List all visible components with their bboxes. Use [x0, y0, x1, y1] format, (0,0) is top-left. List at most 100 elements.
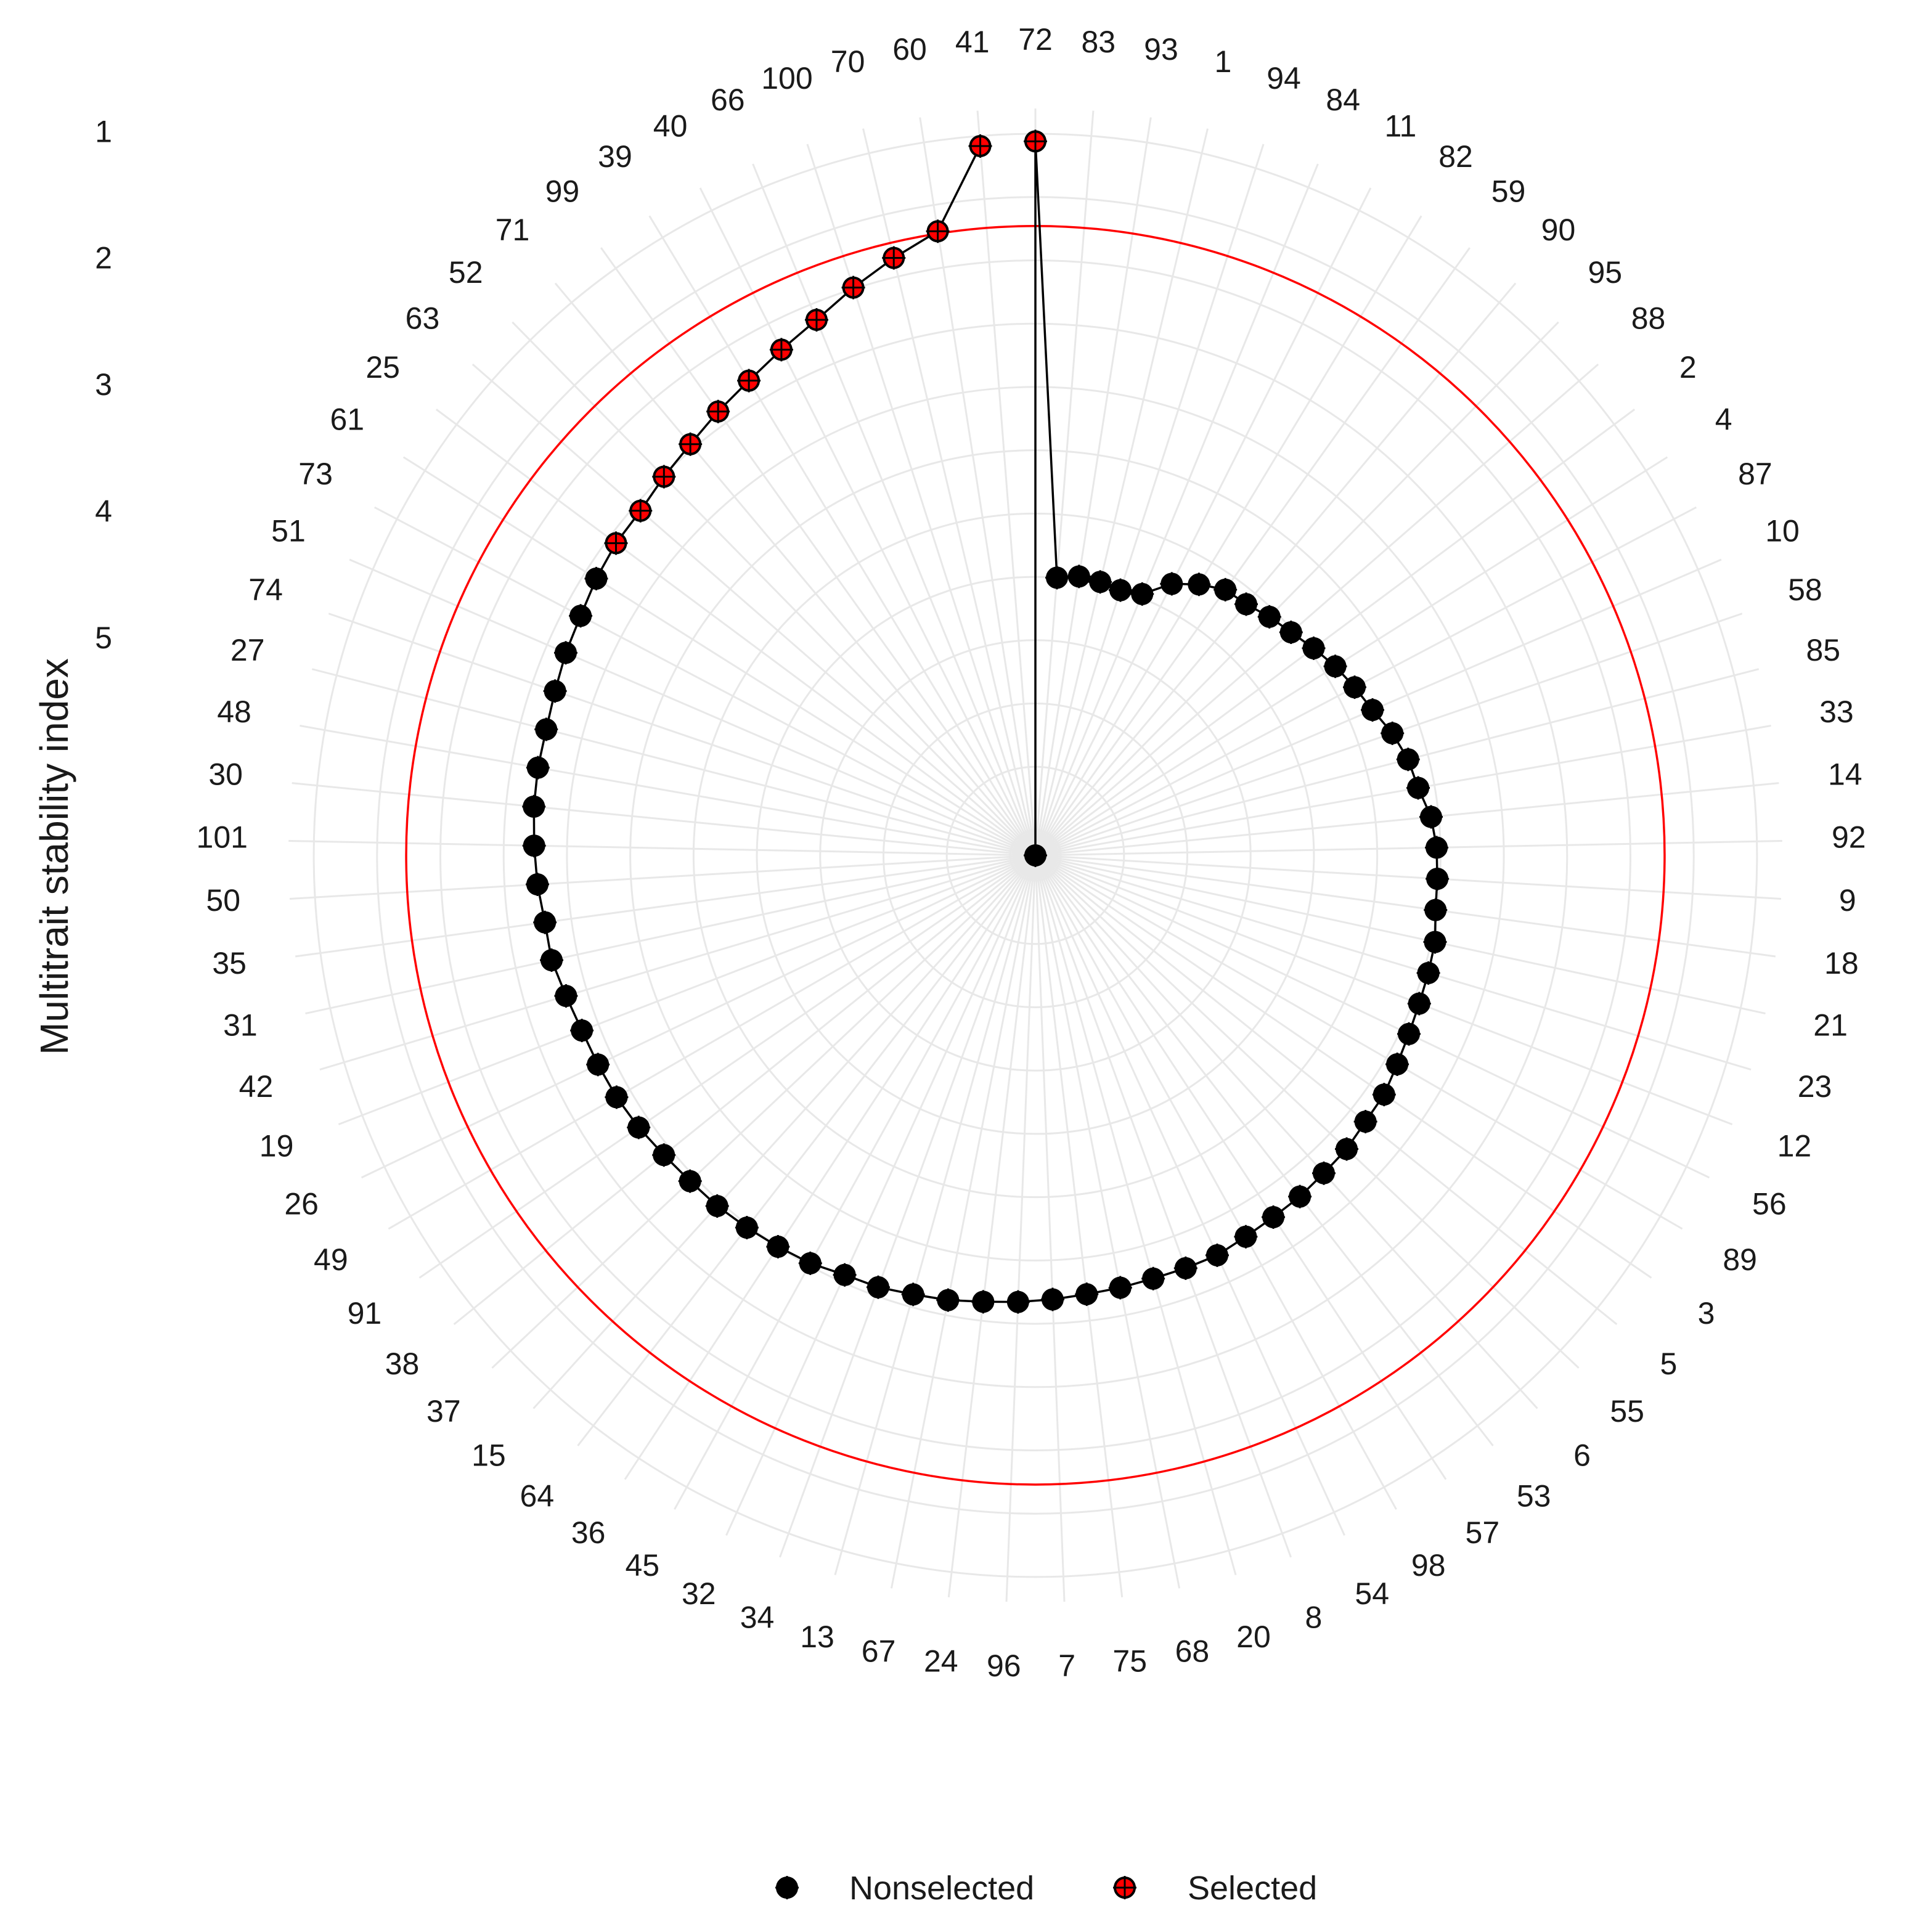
data-point-64-cross: [735, 1216, 759, 1239]
category-label: 19: [259, 1129, 294, 1164]
y-tick-label: 1: [95, 114, 112, 149]
grid-spoke: [1034, 855, 1292, 1558]
data-point-61-cross: [584, 566, 608, 590]
category-label: 66: [711, 83, 745, 117]
grid-spoke: [725, 855, 1037, 1536]
data-point-85-cross: [1396, 748, 1420, 772]
data-point-20: [1141, 1266, 1165, 1290]
category-label: 31: [223, 1008, 258, 1043]
category-label: 21: [1813, 1008, 1848, 1043]
category-label: 37: [426, 1394, 461, 1429]
category-label: 27: [230, 633, 265, 667]
data-point-14-cross: [1419, 805, 1443, 829]
grid-spoke: [600, 247, 1037, 856]
grid-spoke: [1034, 187, 1372, 856]
data-point-30-cross: [522, 794, 546, 818]
grid-spoke: [1034, 855, 1181, 1589]
grid-spoke: [1034, 855, 1494, 1446]
data-point-51-cross: [553, 641, 577, 665]
category-label: 20: [1236, 1620, 1271, 1654]
data-point-49-cross: [605, 1085, 629, 1109]
category-label: 6: [1573, 1438, 1591, 1473]
data-point-1-cross: [1088, 570, 1112, 594]
category-label: 85: [1806, 633, 1840, 667]
data-point-48-cross: [526, 756, 550, 780]
data-point-98-cross: [1234, 1225, 1258, 1249]
data-point-5: [1353, 1110, 1377, 1134]
grid-spoke: [1035, 854, 1776, 958]
category-label: 38: [385, 1347, 420, 1381]
grid-spoke: [288, 839, 1036, 857]
grid-spoke: [1034, 855, 1237, 1576]
data-point-24: [971, 1290, 995, 1314]
category-label: 83: [1081, 25, 1116, 59]
data-point-70-cross: [882, 246, 906, 270]
data-point-70: [882, 246, 906, 270]
category-label: 36: [571, 1515, 606, 1550]
grid-spoke: [890, 855, 1037, 1589]
data-point-19: [570, 1019, 594, 1043]
category-label: 55: [1610, 1394, 1644, 1429]
data-point-68-cross: [1108, 1276, 1132, 1300]
data-point-42-cross: [554, 984, 578, 1008]
grid-spoke: [1035, 854, 1710, 1179]
data-point-10: [1361, 698, 1385, 722]
data-point-88-cross: [1279, 621, 1303, 645]
category-label: 96: [987, 1649, 1021, 1683]
data-point-7: [1040, 1287, 1064, 1311]
data-point-75-cross: [1075, 1282, 1099, 1306]
data-point-3: [1372, 1083, 1396, 1107]
grid-spoke: [779, 855, 1037, 1558]
category-label: 91: [348, 1296, 382, 1331]
grid-spoke: [1035, 854, 1766, 1015]
category-label: 88: [1631, 301, 1666, 335]
category-label: 4: [1715, 402, 1732, 436]
data-point-41: [968, 134, 992, 158]
grid-spoke: [1005, 855, 1037, 1602]
data-point-14: [1419, 805, 1443, 829]
data-point-11-cross: [1160, 572, 1184, 596]
y-tick-label: 5: [95, 621, 112, 655]
category-label: 59: [1491, 174, 1526, 208]
data-point-20-cross: [1141, 1266, 1165, 1290]
category-label: 58: [1788, 573, 1822, 607]
data-point-74: [543, 679, 567, 703]
category-label: 34: [740, 1600, 775, 1635]
grid-spoke: [947, 855, 1037, 1597]
data-point-7-cross: [1040, 1287, 1064, 1311]
data-point-37: [678, 1169, 702, 1193]
data-point-100: [841, 275, 865, 300]
data-point-56: [1397, 1022, 1421, 1046]
grid-spoke: [292, 782, 1036, 857]
data-point-71: [679, 432, 703, 456]
category-label: 61: [330, 402, 364, 436]
category-label: 72: [1018, 22, 1053, 57]
grid-spoke: [834, 855, 1037, 1576]
data-point-27: [534, 717, 558, 741]
grid-spoke: [806, 144, 1037, 856]
category-label: 95: [1588, 255, 1622, 290]
grid-spoke: [624, 855, 1037, 1480]
data-point-32: [833, 1263, 857, 1287]
data-point-90-cross: [1234, 592, 1258, 616]
category-label: 101: [197, 820, 248, 855]
data-point-1: [1088, 570, 1112, 594]
category-label: 49: [314, 1242, 348, 1277]
data-point-40: [769, 338, 793, 362]
data-point-36: [766, 1235, 790, 1259]
data-point-82: [1187, 573, 1211, 597]
category-label: 56: [1752, 1187, 1787, 1221]
category-label: 25: [365, 350, 400, 385]
data-point-91-cross: [627, 1115, 651, 1139]
data-point-89: [1385, 1052, 1409, 1076]
data-point-96: [1006, 1290, 1030, 1314]
grid-spoke: [300, 725, 1036, 857]
grid-spoke: [976, 110, 1037, 856]
data-point-84-cross: [1130, 582, 1154, 606]
data-point-26: [586, 1053, 610, 1077]
data-point-38: [652, 1143, 676, 1167]
data-point-73: [569, 604, 593, 628]
grid-spoke: [1034, 144, 1265, 856]
data-point-2: [1302, 636, 1326, 660]
category-label: 68: [1175, 1634, 1210, 1668]
